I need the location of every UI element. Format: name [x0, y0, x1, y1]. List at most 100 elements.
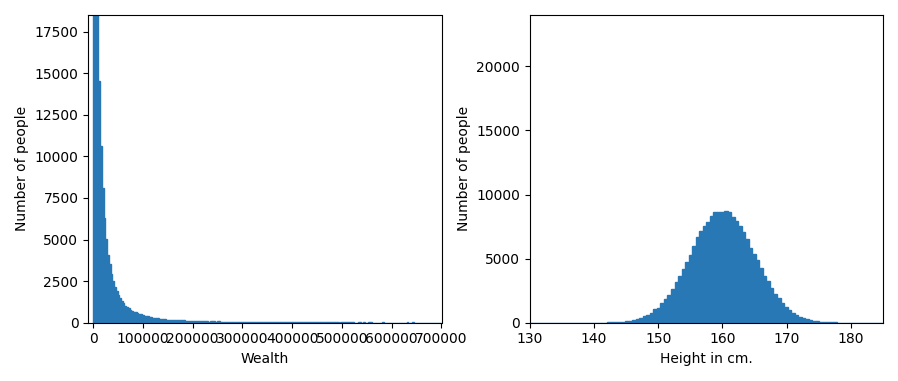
Bar — [262, 322, 264, 323]
Bar — [210, 321, 212, 323]
Bar — [103, 218, 105, 323]
Bar — [177, 320, 179, 323]
Bar — [240, 322, 242, 323]
Bar — [149, 317, 151, 323]
Bar — [685, 262, 689, 323]
Bar — [777, 298, 780, 323]
Bar — [173, 320, 175, 323]
Bar — [784, 307, 788, 323]
Bar — [212, 321, 214, 323]
Bar — [654, 309, 656, 323]
Bar — [101, 187, 103, 323]
X-axis label: Height in cm.: Height in cm. — [660, 352, 753, 366]
Bar — [327, 322, 329, 323]
Bar — [745, 239, 749, 323]
Bar — [667, 295, 671, 323]
Bar — [692, 246, 696, 323]
Bar — [682, 269, 685, 323]
Bar — [156, 318, 157, 323]
Bar — [142, 315, 144, 323]
Bar — [190, 321, 192, 323]
Bar — [826, 322, 830, 323]
Bar — [123, 303, 125, 323]
Bar — [215, 322, 216, 323]
Bar — [99, 81, 100, 323]
Bar — [208, 322, 210, 323]
Bar — [109, 264, 110, 323]
Bar — [112, 281, 114, 323]
Bar — [331, 322, 333, 323]
Bar — [218, 322, 220, 323]
Bar — [116, 291, 118, 323]
Bar — [281, 322, 283, 323]
Bar — [780, 303, 784, 323]
Bar — [276, 322, 277, 323]
Bar — [297, 322, 299, 323]
Bar — [255, 322, 257, 323]
Bar — [625, 322, 629, 323]
Bar — [749, 248, 753, 323]
Bar — [337, 322, 339, 323]
Bar — [138, 314, 140, 323]
Bar — [618, 322, 621, 323]
Bar — [97, 0, 99, 323]
Bar — [288, 322, 290, 323]
Bar — [246, 322, 248, 323]
Bar — [114, 287, 116, 323]
Bar — [700, 231, 703, 323]
Bar — [172, 320, 173, 323]
Bar — [738, 226, 742, 323]
Bar — [731, 217, 735, 323]
Bar — [234, 322, 236, 323]
Bar — [199, 321, 201, 323]
Bar — [161, 319, 163, 323]
Bar — [151, 317, 153, 323]
Bar — [128, 308, 129, 323]
X-axis label: Wealth: Wealth — [241, 352, 289, 366]
Bar — [290, 322, 292, 323]
Bar — [121, 301, 123, 323]
Bar — [242, 322, 243, 323]
Bar — [93, 0, 95, 323]
Bar — [159, 319, 161, 323]
Bar — [301, 322, 302, 323]
Bar — [224, 322, 225, 323]
Bar — [724, 211, 727, 323]
Bar — [227, 322, 229, 323]
Bar — [119, 298, 121, 323]
Bar — [307, 322, 309, 323]
Bar — [110, 274, 112, 323]
Bar — [295, 322, 297, 323]
Bar — [274, 322, 276, 323]
Bar — [639, 318, 643, 323]
Bar — [268, 322, 269, 323]
Bar — [272, 322, 274, 323]
Bar — [766, 281, 770, 323]
Bar — [216, 321, 218, 323]
Bar — [316, 322, 318, 323]
Bar — [763, 276, 766, 323]
Bar — [225, 322, 227, 323]
Bar — [250, 322, 251, 323]
Bar — [251, 322, 253, 323]
Bar — [621, 322, 625, 323]
Bar — [713, 212, 717, 323]
Y-axis label: Number of people: Number of people — [456, 106, 471, 231]
Bar — [135, 312, 136, 323]
Bar — [187, 320, 189, 323]
Bar — [742, 232, 745, 323]
Bar — [244, 322, 246, 323]
Bar — [184, 320, 186, 323]
Bar — [186, 321, 187, 323]
Bar — [189, 321, 190, 323]
Bar — [105, 239, 107, 323]
Bar — [735, 221, 738, 323]
Bar — [236, 322, 238, 323]
Bar — [131, 311, 133, 323]
Bar — [656, 307, 660, 323]
Bar — [335, 322, 337, 323]
Bar — [207, 321, 208, 323]
Bar — [269, 322, 271, 323]
Bar — [164, 319, 166, 323]
Bar — [214, 321, 215, 323]
